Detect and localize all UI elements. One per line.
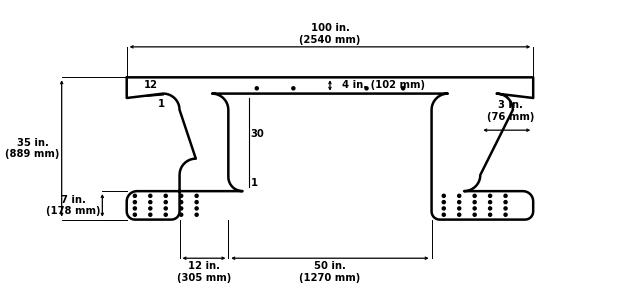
Circle shape (442, 213, 446, 216)
Text: 12 in.
(305 mm): 12 in. (305 mm) (177, 262, 231, 283)
Circle shape (134, 200, 137, 204)
Circle shape (149, 194, 152, 197)
Circle shape (134, 213, 137, 216)
Circle shape (457, 194, 461, 197)
Text: 12: 12 (144, 79, 158, 89)
Circle shape (504, 200, 507, 204)
Circle shape (504, 207, 507, 210)
Circle shape (149, 213, 152, 216)
Circle shape (134, 207, 137, 210)
Circle shape (457, 213, 461, 216)
Circle shape (195, 200, 198, 204)
Circle shape (442, 200, 446, 204)
Circle shape (489, 194, 492, 197)
Circle shape (149, 200, 152, 204)
Text: 30: 30 (251, 129, 265, 139)
Circle shape (504, 213, 507, 216)
Circle shape (457, 207, 461, 210)
Circle shape (402, 87, 404, 90)
Text: 100 in.
(2540 mm): 100 in. (2540 mm) (300, 23, 361, 45)
Circle shape (195, 194, 198, 197)
Circle shape (180, 200, 183, 204)
Circle shape (489, 200, 492, 204)
Circle shape (473, 194, 476, 197)
Text: 50 in.
(1270 mm): 50 in. (1270 mm) (300, 262, 361, 283)
Text: 3 in.
(76 mm): 3 in. (76 mm) (487, 101, 535, 122)
Polygon shape (127, 77, 533, 220)
Circle shape (164, 213, 167, 216)
Circle shape (149, 207, 152, 210)
Circle shape (489, 213, 492, 216)
Circle shape (134, 194, 137, 197)
Circle shape (365, 87, 368, 90)
Circle shape (292, 87, 295, 90)
Circle shape (180, 213, 183, 216)
Circle shape (164, 194, 167, 197)
Circle shape (489, 207, 492, 210)
Circle shape (504, 194, 507, 197)
Circle shape (473, 200, 476, 204)
Circle shape (180, 207, 183, 210)
Circle shape (164, 207, 167, 210)
Text: 1: 1 (251, 178, 258, 188)
Circle shape (473, 213, 476, 216)
Circle shape (255, 87, 258, 90)
Circle shape (195, 207, 198, 210)
Text: 35 in.
(889 mm): 35 in. (889 mm) (5, 138, 60, 159)
Circle shape (195, 213, 198, 216)
Circle shape (457, 200, 461, 204)
Text: 7 in.
(178 mm): 7 in. (178 mm) (46, 194, 100, 216)
Text: 4 in. (102 mm): 4 in. (102 mm) (342, 80, 425, 91)
Circle shape (180, 194, 183, 197)
Circle shape (164, 200, 167, 204)
Circle shape (473, 207, 476, 210)
Circle shape (442, 207, 446, 210)
Circle shape (442, 194, 446, 197)
Text: 1: 1 (158, 99, 165, 109)
